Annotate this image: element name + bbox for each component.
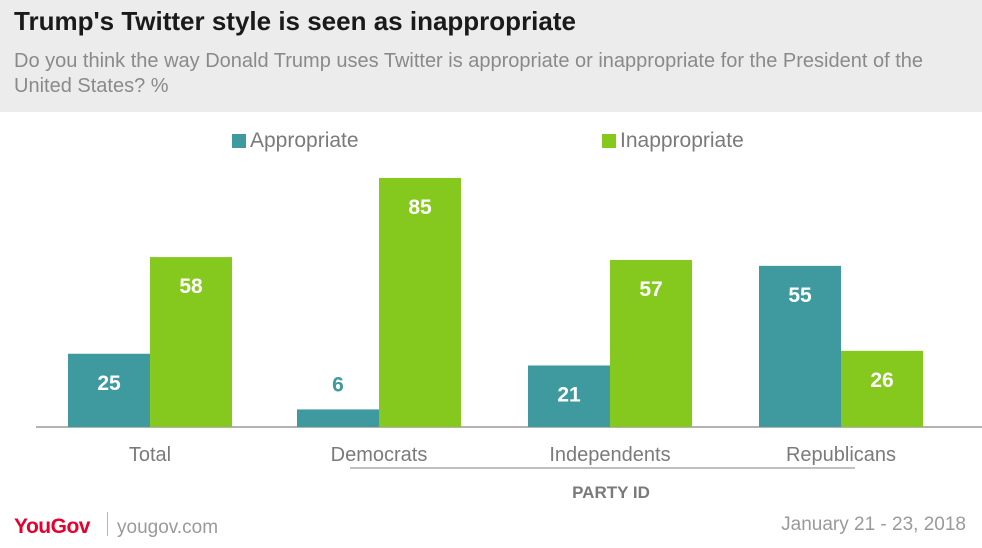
- bar-inappropriate-democrats: [379, 177, 461, 427]
- data-label-appropriate-republicans: 55: [788, 284, 812, 307]
- bar-inappropriate-republicans: [841, 350, 923, 427]
- bar-appropriate-republicans: [759, 265, 841, 427]
- legend-swatch-inappropriate: [602, 134, 616, 148]
- legend-item-inappropriate: Inappropriate: [602, 127, 744, 155]
- legend-swatch-appropriate: [232, 134, 246, 148]
- bar-inappropriate-total: [150, 257, 232, 427]
- data-label-appropriate-democrats: 6: [332, 373, 344, 396]
- yougov-logo: YouGov: [14, 515, 90, 538]
- data-label-appropriate-independents: 21: [557, 383, 581, 406]
- survey-date: January 21 - 23, 2018: [781, 514, 966, 535]
- group-label: PARTY ID: [572, 483, 650, 502]
- bar-inappropriate-independents: [610, 259, 692, 427]
- data-label-inappropriate-democrats: 85: [408, 196, 432, 219]
- legend-label-appropriate: Appropriate: [250, 129, 359, 152]
- bar-appropriate-democrats: [297, 409, 379, 427]
- chart-subtitle: Do you think the way Donald Trump uses T…: [14, 50, 924, 97]
- data-label-inappropriate-total: 58: [179, 275, 203, 298]
- data-label-inappropriate-independents: 57: [639, 278, 662, 301]
- data-label-appropriate-total: 25: [97, 372, 121, 395]
- footer-site: yougov.com: [117, 517, 219, 538]
- data-label-inappropriate-republicans: 26: [870, 369, 893, 392]
- legend-label-inappropriate: Inappropriate: [620, 129, 744, 152]
- category-label-republicans: Republicans: [786, 444, 896, 466]
- footer-divider: [107, 512, 108, 536]
- category-label-democrats: Democrats: [331, 444, 428, 466]
- header-banner: Trump's Twitter style is seen as inappro…: [0, 0, 982, 112]
- legend-item-appropriate: Appropriate: [232, 127, 359, 155]
- chart-title: Trump's Twitter style is seen as inappro…: [14, 6, 576, 36]
- bar-appropriate-total: [68, 353, 150, 427]
- category-label-independents: Independents: [549, 444, 670, 466]
- category-label-total: Total: [129, 444, 171, 466]
- bar-appropriate-independents: [528, 365, 610, 427]
